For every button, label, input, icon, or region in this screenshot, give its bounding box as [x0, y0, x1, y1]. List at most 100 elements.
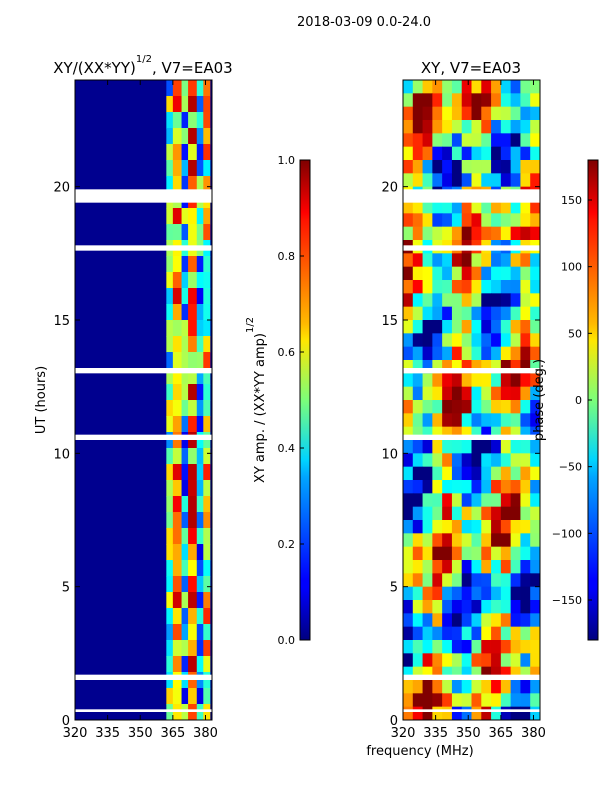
- phase-cell: [412, 706, 424, 720]
- amp-cell: [166, 304, 174, 321]
- phase-cell: [412, 666, 424, 681]
- phase-cell: [461, 466, 472, 481]
- phase-cell: [461, 693, 472, 708]
- amp-cell: [196, 320, 204, 337]
- phase-cell: [471, 200, 482, 214]
- phase-cell: [442, 173, 453, 188]
- phase-y-ticks: 0 5 10 15 20: [381, 181, 540, 729]
- phase-cell: [461, 160, 472, 174]
- phase-cell: [500, 93, 512, 108]
- phase-cell: [442, 280, 453, 294]
- phase-cell: [520, 320, 531, 334]
- amp-cell: [188, 448, 198, 465]
- phase-cell: [461, 400, 472, 414]
- phase-cell: [451, 146, 463, 161]
- phase-cell: [461, 106, 472, 121]
- phase-cell: [491, 226, 502, 241]
- amp-cell: [172, 512, 183, 529]
- phase-cell: [491, 560, 502, 574]
- amp-cell: [188, 384, 198, 401]
- phase-cell: [451, 133, 463, 148]
- amp-y-tick-label: 15: [53, 314, 70, 329]
- phase-cell: [500, 360, 512, 374]
- phase-cell: [481, 546, 492, 561]
- amp-cell: [172, 336, 183, 353]
- phase-cell: [403, 213, 414, 228]
- phase-cell: [471, 666, 482, 681]
- amp-colorbar-gradient: [299, 159, 311, 641]
- phase-cell: [451, 626, 463, 641]
- amp-cell: [181, 672, 189, 689]
- phase-cell: [412, 293, 424, 308]
- phase-cell: [412, 253, 424, 268]
- phase-cell: [530, 520, 540, 534]
- phase-cell: [481, 480, 492, 494]
- phase-cell: [422, 373, 433, 388]
- phase-cell: [481, 600, 492, 614]
- amp-cell: [181, 416, 189, 433]
- phase-cell: [510, 520, 521, 534]
- phase-cell: [442, 320, 453, 334]
- amp-cell: [188, 672, 198, 689]
- amp-cell: [166, 512, 174, 529]
- phase-cell: [530, 693, 540, 708]
- phase-cell: [451, 293, 463, 308]
- phase-cell: [500, 600, 512, 614]
- phase-cell: [491, 266, 502, 281]
- phase-cell: [510, 146, 521, 161]
- phase-cell: [461, 480, 472, 494]
- phase-cell: [471, 280, 482, 294]
- phase-cell: [510, 373, 521, 388]
- phase-cell: [481, 466, 492, 481]
- amp-cell: [196, 576, 204, 593]
- phase-cell: [471, 600, 482, 614]
- amp-y-tick-label: 10: [53, 447, 70, 462]
- amp-cell: [188, 496, 198, 513]
- amp-cell: [166, 176, 174, 193]
- amp-cell: [172, 224, 183, 241]
- phase-cell: [432, 386, 443, 401]
- amp-heatmap-gaps: [75, 189, 212, 712]
- phase-cell: [481, 146, 492, 161]
- phase-cell: [471, 440, 482, 454]
- phase-cell: [530, 333, 540, 348]
- phase-cell: [520, 80, 531, 94]
- phase-cell: [442, 106, 453, 121]
- phase-cell: [451, 266, 463, 281]
- phase-cell: [530, 466, 540, 481]
- phase-cell: [481, 80, 492, 94]
- phase-cell: [461, 640, 472, 654]
- amp-cell: [181, 528, 189, 545]
- amp-cell: [172, 576, 183, 593]
- phase-cell: [432, 626, 443, 641]
- amp-cell: [166, 544, 174, 561]
- phase-cell: [471, 226, 482, 241]
- phase-cell: [403, 293, 414, 308]
- amp-cell: [181, 704, 189, 720]
- phase-cell: [442, 200, 453, 214]
- amp-cell: [188, 480, 198, 497]
- phase-cell: [500, 626, 512, 641]
- amp-cell: [172, 208, 183, 225]
- amp-cell: [166, 704, 174, 720]
- phase-cell: [461, 546, 472, 561]
- phase-cell: [422, 600, 433, 614]
- amp-cell: [196, 224, 204, 241]
- amp-cell: [196, 464, 204, 481]
- phase-cell: [500, 653, 512, 668]
- amp-y-axis-label: UT (hours): [34, 366, 49, 434]
- phase-cell: [481, 666, 492, 681]
- amp-cell: [188, 224, 198, 241]
- phase-cell: [510, 253, 521, 268]
- phase-cell: [461, 533, 472, 548]
- phase-cell: [530, 320, 540, 334]
- phase-cell: [510, 680, 521, 694]
- amp-cell: [203, 672, 211, 689]
- phase-cell: [412, 413, 424, 428]
- phase-x-tick-label: 365: [488, 726, 513, 741]
- phase-cell: [530, 533, 540, 548]
- phase-cell: [403, 106, 414, 121]
- phase-cell: [510, 360, 521, 374]
- phase-cell: [471, 266, 482, 281]
- phase-cell: [520, 560, 531, 574]
